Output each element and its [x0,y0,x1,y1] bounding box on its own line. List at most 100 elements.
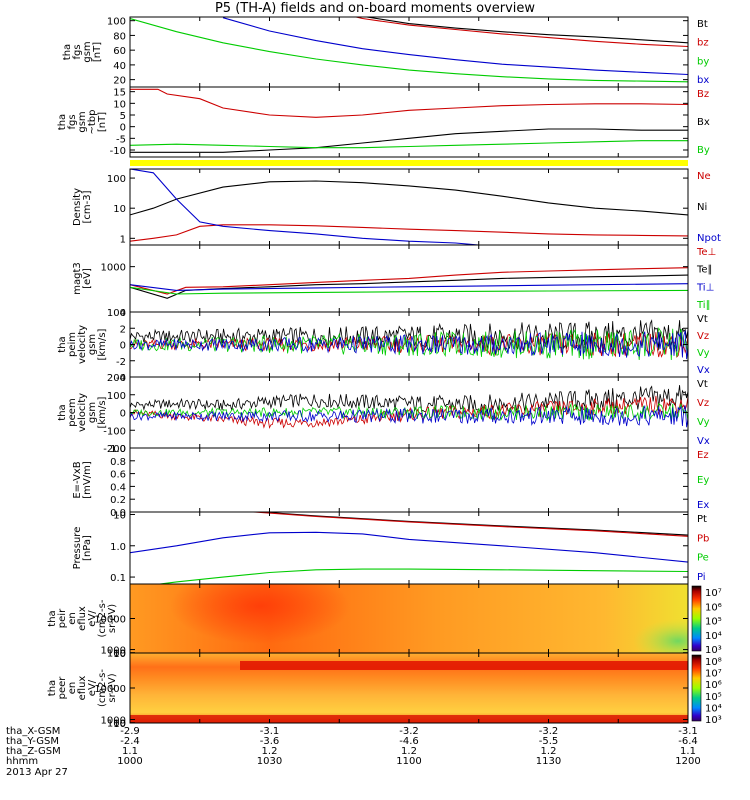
y-axis-label: [km/s] [97,396,108,428]
legend-label: Ey [697,475,709,486]
y-axis-label: [nT] [97,112,108,132]
plot-area-density [130,169,688,245]
axis-row-value: -2.4 [120,736,140,747]
axis-row-value: 1.2 [541,746,557,757]
legend-label: Ni [697,202,707,213]
colorbar [691,654,702,722]
y-tick-label: 1 [120,234,126,245]
series-line-Vx [130,404,688,428]
legend-label: bx [697,75,709,86]
y-tick-label: -5 [116,134,126,145]
y-axis-label: peem [67,398,78,426]
y-tick-label: 0.1 [110,573,126,584]
series-line-Bt [363,17,688,44]
series-line-Bz [130,88,688,118]
legend-label: By [697,145,710,156]
y-tick-label: 10000 [94,684,126,695]
y-axis-label: (cm2-s- [97,669,108,707]
axis-row-value: -6.4 [678,736,698,747]
axis-row-value: -4.6 [399,736,419,747]
y-axis-label: Pressure [72,527,83,570]
legend-label: Pe [697,553,709,564]
panel-frame [129,16,689,88]
colorbar-label: 10⁵ [705,692,722,703]
y-axis-label: gsm [87,402,98,423]
axis-row-value: 1.1 [680,746,696,757]
series-line-Pb [246,512,688,537]
colorbar-label: 10⁴ [705,703,722,714]
series-line-Pt [253,512,688,536]
y-tick-label: 1000 [101,646,126,657]
y-tick-label: 4 [120,308,126,319]
series-line-Te⊥ [130,267,688,295]
y-tick-label: 100 [107,649,126,660]
y-tick-label: 80 [113,31,126,42]
axis-row-label: tha_Z-GSM [6,746,61,757]
y-axis-label: [eV] [82,268,93,289]
colorbar-label: 10⁷ [705,669,722,680]
y-axis-label: [km/s] [97,328,108,360]
y-tick-label: -4 [116,373,126,384]
y-axis-label: ~tbp [87,110,98,135]
y-tick-label: 1000 [101,716,126,727]
axis-row-label: tha_Y-GSM [6,736,59,747]
axis-row-value: 1100 [396,756,421,767]
y-tick-label: 0.8 [110,457,126,468]
y-tick-label: 10 [113,649,126,660]
y-tick-label: 0.4 [110,482,126,493]
y-axis-label: tha [57,336,68,352]
y-tick-label: 15 [113,88,126,99]
y-axis-label: fgs [72,44,83,59]
y-axis-label: (cm2-s- [97,599,108,637]
axis-row-value: -5.5 [539,736,559,747]
legend-label: bz [697,38,709,49]
legend-label: Vy [697,348,710,359]
legend-label: Pi [697,572,706,583]
panel-efield: Ez Ey Ex 0.0 0.2 0.40.6 0.8 1.0 E=-VxB [mV/m] [72,444,709,519]
y-axis-label: en [67,682,78,695]
y-tick-label: -10 [110,146,126,157]
y-tick-label: 60 [113,46,126,57]
series-line-Vt [130,319,688,352]
plot-area-peem_velocity [130,385,688,430]
series-line-Vz [130,395,688,430]
y-axis-label: fgs [67,114,78,129]
spectrogram-band [240,661,688,670]
y-tick-label: 0 [120,123,126,134]
y-tick-label: 1.0 [110,444,126,455]
y-tick-label: 5 [120,111,126,122]
y-axis-label: sr-eV) [107,604,118,633]
legend-label: Npot [697,233,721,244]
panel-frame [129,86,689,158]
y-tick-label: -200 [103,444,126,455]
axis-row-value: -3.2 [399,726,419,737]
series-line-Ne [130,224,688,242]
panel-density: Ne Ni Npot 1 10 100 Density [cm-3] [72,168,721,246]
legend-label: Vt [697,379,708,390]
y-tick-label: 100 [107,308,126,319]
series-line-Ti∥ [130,286,688,295]
axis-row-value: 1200 [675,756,700,767]
legend-label: Vz [697,398,709,409]
y-tick-label: 2 [120,324,126,335]
series-line-Vx [130,330,688,360]
colorbar-label: 10⁴ [705,631,722,642]
axis-row-value: 1130 [536,756,561,767]
series-line-Vt [130,385,688,414]
legend-label: Vx [697,436,710,447]
series-line-Pe [155,568,688,584]
y-tick-label: -100 [103,426,126,437]
axis-row-value: -3.6 [260,736,280,747]
y-axis-label: E=-VxB [72,461,83,498]
y-tick-label: 10 [113,510,126,521]
plot-area-temperature [130,267,688,299]
y-axis-label: peer [57,676,68,700]
axis-row-value: -3.1 [678,726,698,737]
y-axis-label: eflux [77,606,88,631]
colorbar [691,585,702,652]
legend-label: Ne [697,171,711,182]
y-axis-label: peim [67,332,78,357]
panel-fgs: Bt bz by bx 20 40 60 80 100 tha fgs gsm [nT] [62,16,709,88]
legend-label: Vy [697,417,710,428]
